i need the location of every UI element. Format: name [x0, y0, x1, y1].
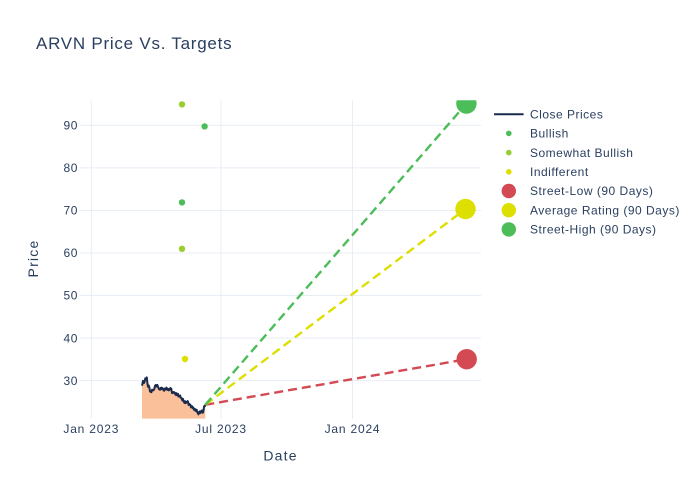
svg-text:50: 50: [63, 289, 78, 303]
svg-text:Somewhat Bullish: Somewhat Bullish: [530, 146, 633, 160]
svg-text:60: 60: [63, 246, 78, 260]
svg-text:90: 90: [63, 119, 78, 133]
svg-text:Indifferent: Indifferent: [530, 165, 589, 179]
svg-text:70: 70: [63, 204, 78, 218]
svg-text:Date: Date: [263, 448, 297, 464]
svg-text:30: 30: [63, 374, 78, 388]
svg-text:Close Prices: Close Prices: [530, 107, 603, 121]
svg-text:40: 40: [63, 331, 78, 345]
svg-text:Jan 2023: Jan 2023: [63, 422, 119, 436]
svg-text:Average Rating (90 Days): Average Rating (90 Days): [530, 203, 680, 217]
svg-text:80: 80: [63, 161, 78, 175]
svg-text:ARVN Price Vs. Targets: ARVN Price Vs. Targets: [36, 34, 232, 53]
svg-text:Jul 2023: Jul 2023: [195, 422, 247, 436]
svg-text:Street-Low (90 Days): Street-Low (90 Days): [530, 184, 653, 198]
svg-text:Jan 2024: Jan 2024: [325, 422, 381, 436]
svg-text:Price: Price: [25, 240, 41, 278]
svg-text:Street-High (90 Days): Street-High (90 Days): [530, 223, 657, 237]
svg-text:Bullish: Bullish: [530, 127, 569, 141]
